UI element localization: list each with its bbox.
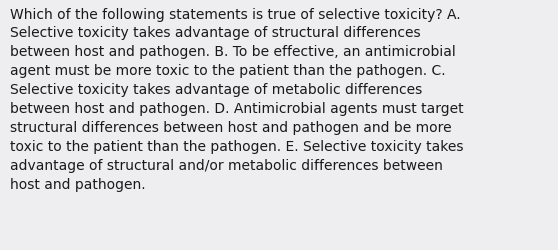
Text: Which of the following statements is true of selective toxicity? A.
Selective to: Which of the following statements is tru…: [10, 8, 464, 191]
